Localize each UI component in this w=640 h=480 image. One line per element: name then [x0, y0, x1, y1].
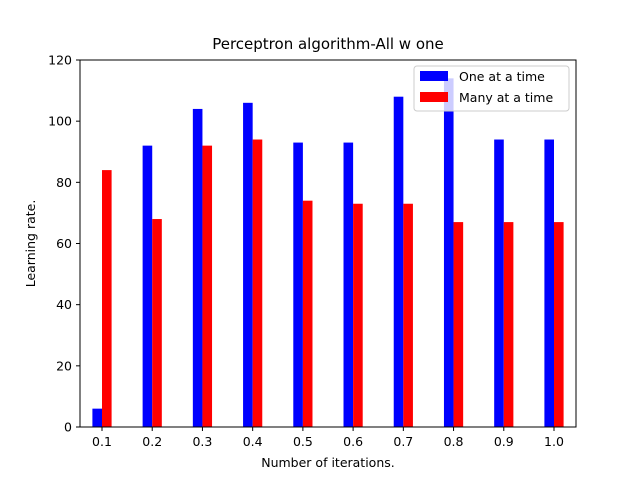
bar-one-at-a-time-0-7: [393, 96, 404, 427]
legend-swatch-many-at-a-time: [420, 92, 448, 102]
y-axis-label: Learning rate.: [23, 200, 38, 288]
bar-one-at-a-time-1-0: [544, 139, 554, 427]
bar-one-at-a-time-0-4: [243, 102, 253, 428]
y-axis-ticks: 0 20 40 60 80 100 120: [48, 53, 80, 435]
x-tick-label: 0.5: [293, 434, 313, 449]
bar-many-at-a-time-0-7: [403, 203, 413, 427]
bar-many-at-a-time-0-3: [202, 145, 213, 427]
bar-many-at-a-time-0-1: [102, 170, 112, 427]
y-tick-label: 80: [56, 175, 72, 190]
legend-label-many-at-a-time: Many at a time: [459, 90, 553, 105]
bar-many-at-a-time-0-5: [302, 200, 313, 427]
bar-one-at-a-time-0-2: [142, 145, 153, 427]
y-tick-label: 120: [48, 53, 72, 68]
bars-group: [92, 78, 564, 428]
legend-frame: [413, 65, 570, 112]
legend-swatch-one-at-a-time: [420, 71, 448, 81]
bar-one-at-a-time-0-8: [443, 78, 454, 427]
x-tick-label: 0.8: [444, 434, 464, 449]
x-tick-label: 0.7: [393, 434, 413, 449]
bar-many-at-a-time-0-2: [152, 219, 162, 427]
y-tick-label: 0: [64, 420, 72, 435]
x-axis-ticks: 0.1 0.2 0.3 0.4 0.5 0.6 0.7 0.8 0.9 1.0: [92, 427, 564, 449]
y-tick-label: 60: [56, 236, 72, 251]
x-tick-label: 0.1: [92, 434, 112, 449]
bar-one-at-a-time-0-3: [192, 108, 203, 427]
bar-many-at-a-time-0-6: [353, 203, 363, 427]
bar-many-at-a-time-0-8: [453, 222, 464, 427]
legend-label-one-at-a-time: One at a time: [459, 69, 545, 84]
x-tick-label: 0.6: [343, 434, 363, 449]
x-tick-label: 1.0: [544, 434, 564, 449]
y-tick-label: 100: [48, 114, 72, 129]
bar-one-at-a-time-0-1: [92, 408, 102, 427]
y-tick-label: 40: [56, 297, 72, 312]
bar-one-at-a-time-0-6: [343, 142, 354, 427]
bar-many-at-a-time-0-9: [503, 222, 514, 427]
bar-many-at-a-time-1-0: [554, 222, 564, 427]
x-tick-label: 0.9: [494, 434, 514, 449]
x-tick-label: 0.2: [142, 434, 162, 449]
bar-one-at-a-time-0-5: [293, 142, 303, 427]
legend: One at a time Many at a time: [413, 65, 570, 112]
x-axis-label: Number of iterations.: [261, 455, 395, 470]
chart-title: Perceptron algorithm-All w one: [212, 35, 444, 53]
bar-many-at-a-time-0-4: [252, 139, 263, 427]
bar-one-at-a-time-0-9: [494, 139, 504, 427]
x-tick-label: 0.4: [243, 434, 263, 449]
x-tick-label: 0.3: [192, 434, 212, 449]
y-tick-label: 20: [56, 358, 72, 373]
